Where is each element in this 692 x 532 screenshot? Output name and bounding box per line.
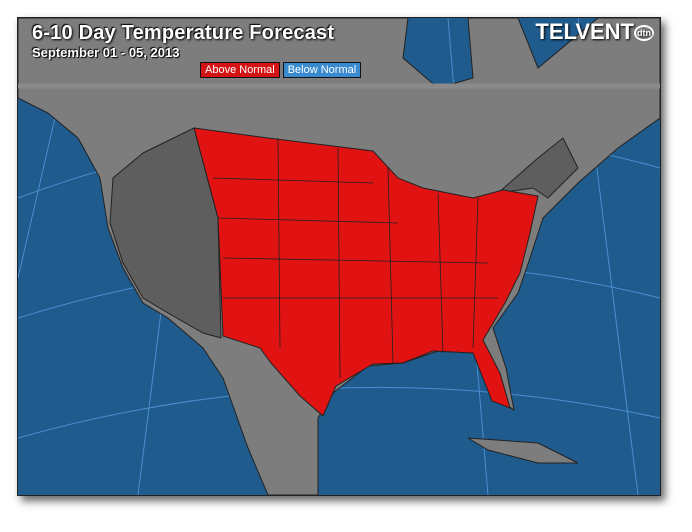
northeast-states [496,137,579,199]
state-borders [212,137,498,379]
forecast-date-range: September 01 - 05, 2013 [32,45,180,60]
forecast-map: 6-10 Day Temperature Forecast September … [17,17,661,496]
logo-badge: dtn [634,25,654,42]
cuba [467,437,579,464]
map-graphic [18,18,660,495]
legend-above-normal: Above Normal [200,62,280,78]
logo-text: TELVENT [535,19,634,44]
telvent-logo: TELVENT dtn [535,19,654,45]
legend: Above Normal Below Normal [200,62,362,78]
map-title: 6-10 Day Temperature Forecast [32,22,335,44]
legend-below-normal: Below Normal [282,62,362,78]
